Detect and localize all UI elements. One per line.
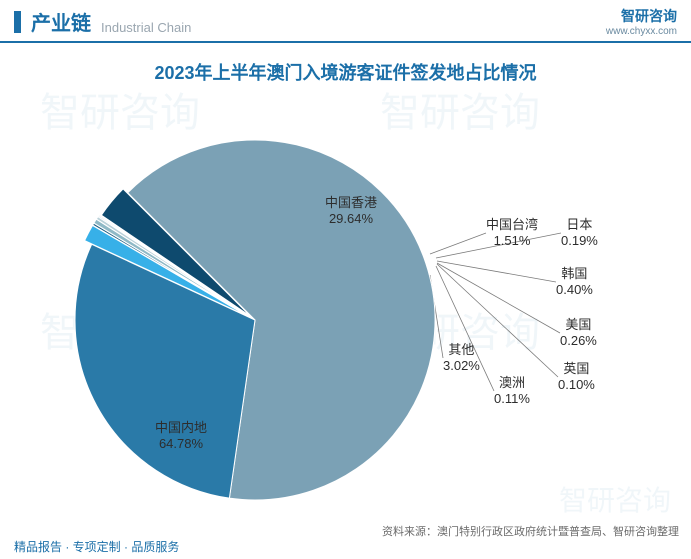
- chart-title: 2023年上半年澳门入境游客证件签发地占比情况: [0, 59, 691, 85]
- slice-label: 中国台湾1.51%: [486, 217, 538, 250]
- slice-label: 美国0.26%: [560, 317, 597, 350]
- source-text: 资料来源：澳门特别行政区政府统计暨普查局、智研咨询整理: [382, 523, 679, 539]
- slice-label: 日本0.19%: [561, 217, 598, 250]
- header: 产业链 Industrial Chain 智研咨询 www.chyxx.com: [0, 0, 691, 43]
- brand-name: 智研咨询: [606, 6, 677, 26]
- leader-line: [437, 263, 560, 333]
- header-indicator: [14, 11, 21, 33]
- slice-label: 澳洲0.11%: [494, 375, 530, 408]
- footer-left: 精品报告 · 专项定制 · 品质服务: [14, 538, 179, 555]
- slice-label: 韩国0.40%: [556, 266, 593, 299]
- header-title-en: Industrial Chain: [101, 20, 191, 37]
- brand-block: 智研咨询 www.chyxx.com: [606, 6, 677, 37]
- slice-label: 其他3.02%: [443, 342, 480, 375]
- header-title-cn: 产业链: [31, 7, 91, 36]
- footer: 精品报告 · 专项定制 · 品质服务: [0, 538, 691, 555]
- chart-area: 中国内地64.78% 中国香港29.64% 中国台湾1.51% 日本0.19% 韩国0.…: [0, 85, 691, 525]
- slice-label: 英国0.10%: [558, 361, 595, 394]
- leader-line: [430, 233, 486, 254]
- brand-url: www.chyxx.com: [606, 26, 677, 37]
- leader-line: [437, 261, 556, 282]
- slice-label: 中国香港29.64%: [325, 195, 377, 228]
- slice-label: 中国内地64.78%: [155, 420, 207, 453]
- pie-chart: [0, 85, 691, 525]
